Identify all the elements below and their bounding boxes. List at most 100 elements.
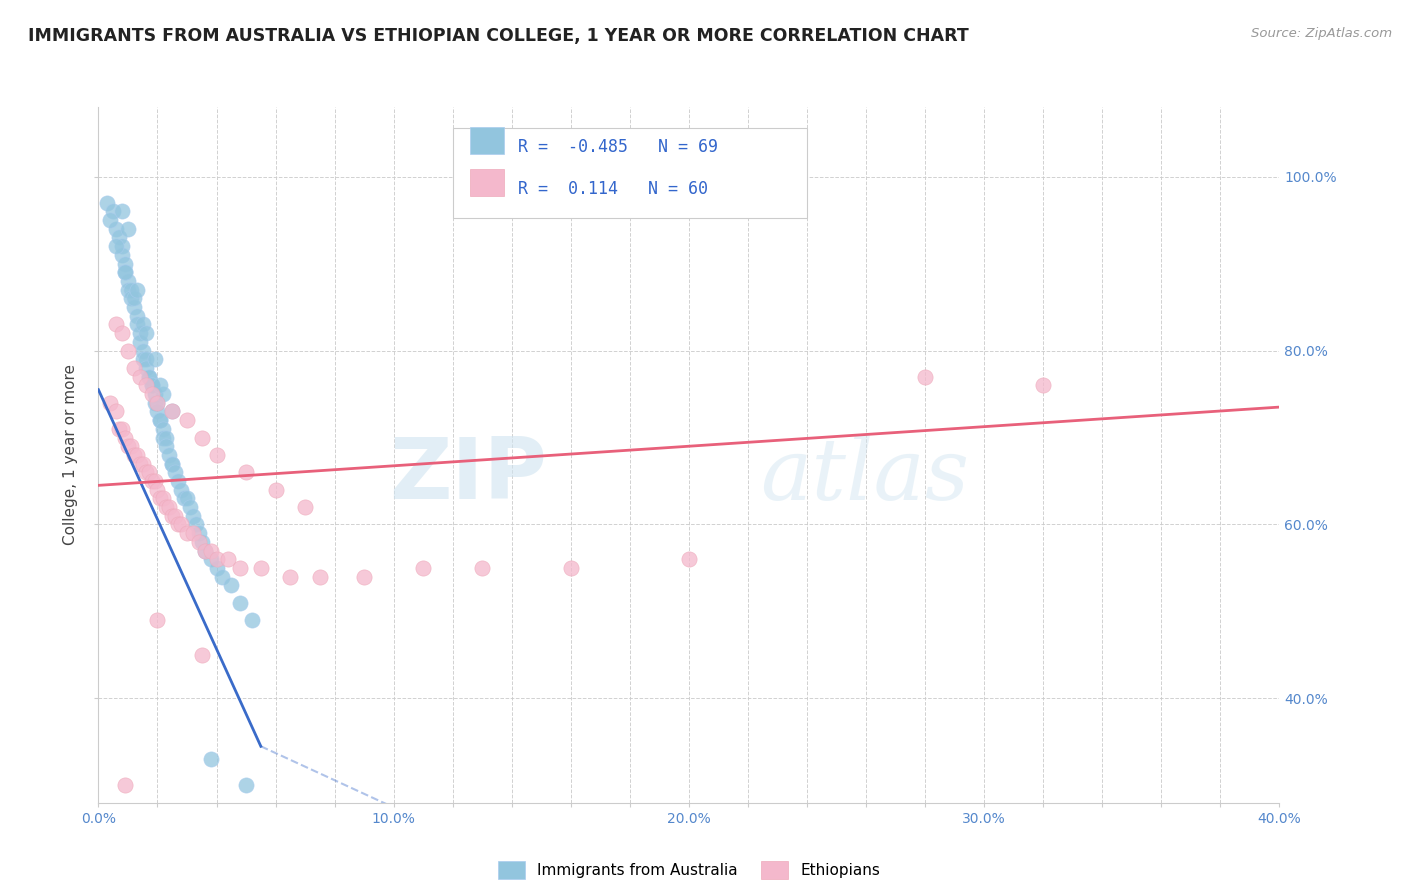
Point bbox=[200, 552, 222, 566]
Point bbox=[98, 396, 121, 410]
Point bbox=[170, 483, 193, 497]
Point bbox=[229, 596, 252, 610]
Point bbox=[138, 369, 160, 384]
Point bbox=[205, 448, 228, 462]
Point bbox=[120, 439, 142, 453]
Point bbox=[114, 778, 136, 793]
Point bbox=[165, 466, 187, 480]
Point bbox=[114, 431, 136, 445]
Point bbox=[264, 483, 287, 497]
Point bbox=[162, 457, 183, 471]
Point bbox=[132, 343, 155, 358]
Point bbox=[211, 570, 233, 584]
Point bbox=[176, 526, 198, 541]
Point bbox=[122, 291, 145, 305]
Point bbox=[170, 517, 193, 532]
Point bbox=[128, 326, 150, 341]
Point bbox=[135, 378, 157, 392]
Point bbox=[194, 543, 217, 558]
Point bbox=[125, 309, 148, 323]
Text: R =  -0.485   N = 69: R = -0.485 N = 69 bbox=[517, 138, 717, 156]
Point bbox=[125, 448, 148, 462]
Point bbox=[143, 352, 166, 367]
Point bbox=[96, 195, 118, 210]
FancyBboxPatch shape bbox=[471, 169, 503, 196]
Point bbox=[108, 422, 131, 436]
Point bbox=[157, 448, 180, 462]
Point bbox=[152, 387, 174, 401]
Point bbox=[162, 457, 183, 471]
Point bbox=[135, 466, 157, 480]
Point bbox=[98, 213, 121, 227]
Point bbox=[114, 265, 136, 279]
Point bbox=[111, 326, 134, 341]
Point bbox=[176, 491, 198, 506]
Text: Source: ZipAtlas.com: Source: ZipAtlas.com bbox=[1251, 27, 1392, 40]
Point bbox=[135, 360, 157, 375]
Point bbox=[128, 334, 150, 349]
Y-axis label: College, 1 year or more: College, 1 year or more bbox=[63, 365, 79, 545]
Point bbox=[205, 561, 228, 575]
Point bbox=[187, 535, 209, 549]
FancyBboxPatch shape bbox=[471, 127, 503, 154]
Point bbox=[132, 352, 155, 367]
Point bbox=[141, 378, 163, 392]
Point bbox=[143, 396, 166, 410]
Point bbox=[157, 500, 180, 514]
Point bbox=[176, 413, 198, 427]
Point bbox=[240, 613, 263, 627]
Point bbox=[135, 326, 157, 341]
Point bbox=[250, 561, 273, 575]
Point bbox=[294, 500, 316, 514]
Point bbox=[191, 648, 214, 662]
Point bbox=[117, 343, 139, 358]
Text: atlas: atlas bbox=[759, 434, 969, 517]
Point bbox=[162, 404, 183, 418]
Point bbox=[678, 552, 700, 566]
Point bbox=[105, 222, 128, 236]
Point bbox=[1032, 378, 1054, 392]
Point bbox=[143, 387, 166, 401]
Point bbox=[111, 239, 134, 253]
Point bbox=[412, 561, 434, 575]
Point bbox=[105, 404, 128, 418]
Point bbox=[117, 222, 139, 236]
Point bbox=[111, 204, 134, 219]
Point bbox=[117, 274, 139, 288]
Point bbox=[149, 491, 172, 506]
Point bbox=[152, 431, 174, 445]
Point bbox=[103, 204, 125, 219]
Point bbox=[167, 517, 190, 532]
Point bbox=[179, 500, 201, 514]
Point bbox=[152, 491, 174, 506]
Point bbox=[184, 517, 207, 532]
Point bbox=[146, 613, 169, 627]
Point bbox=[114, 265, 136, 279]
Point bbox=[149, 378, 172, 392]
Point bbox=[165, 508, 187, 523]
Point bbox=[132, 318, 155, 332]
Point bbox=[560, 561, 582, 575]
Point bbox=[135, 352, 157, 367]
Point bbox=[471, 561, 494, 575]
Point bbox=[141, 378, 163, 392]
Point bbox=[122, 448, 145, 462]
Point bbox=[149, 413, 172, 427]
Point bbox=[167, 474, 190, 488]
Point bbox=[155, 500, 177, 514]
Point bbox=[219, 578, 242, 592]
Point bbox=[141, 387, 163, 401]
Point bbox=[128, 457, 150, 471]
Point bbox=[125, 283, 148, 297]
Point bbox=[200, 543, 222, 558]
Point bbox=[122, 300, 145, 314]
Point bbox=[143, 474, 166, 488]
Point bbox=[191, 535, 214, 549]
Point bbox=[278, 570, 302, 584]
Point bbox=[162, 404, 183, 418]
Text: IMMIGRANTS FROM AUSTRALIA VS ETHIOPIAN COLLEGE, 1 YEAR OR MORE CORRELATION CHART: IMMIGRANTS FROM AUSTRALIA VS ETHIOPIAN C… bbox=[28, 27, 969, 45]
Point bbox=[122, 360, 145, 375]
Point bbox=[152, 422, 174, 436]
Point bbox=[235, 466, 257, 480]
Point bbox=[146, 396, 169, 410]
